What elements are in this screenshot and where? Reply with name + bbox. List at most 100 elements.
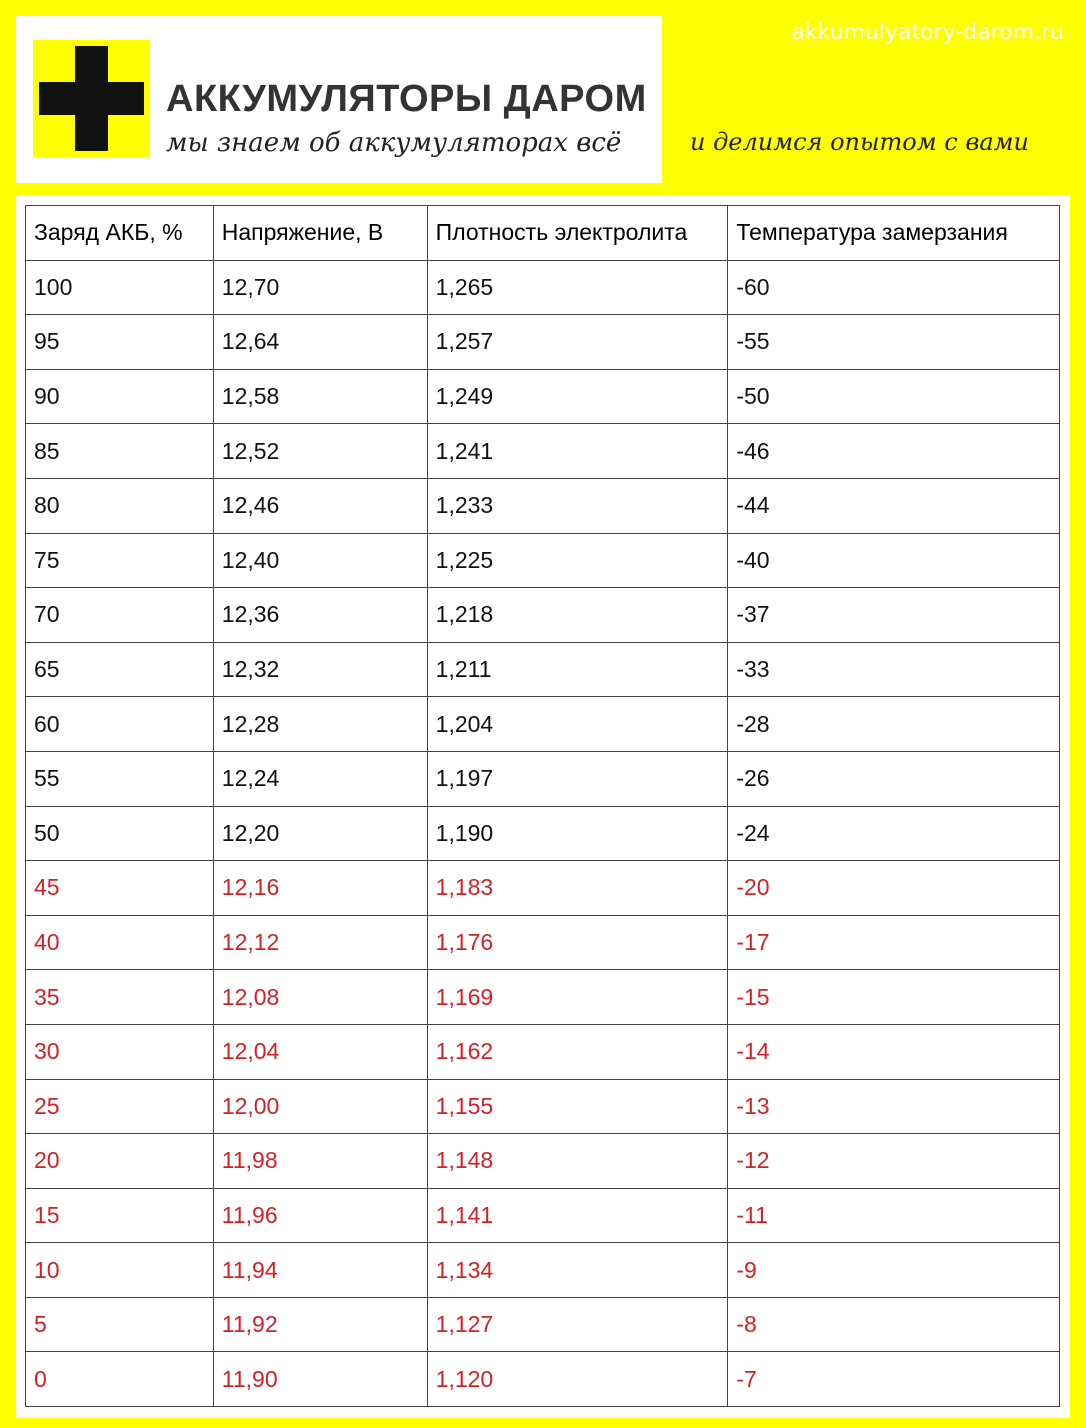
cell: 12,28: [212, 696, 428, 752]
cell: 11,92: [212, 1296, 428, 1353]
cell: 1,141: [426, 1187, 729, 1244]
table-row: 15 11,96 1,141 -11: [25, 1187, 1060, 1244]
table-row: 10 11,94 1,134 -9: [25, 1242, 1060, 1298]
cell: 40: [25, 914, 214, 971]
cell: 12,36: [212, 587, 428, 643]
table-row: 30 12,04 1,162 -14: [25, 1023, 1060, 1080]
cell: 90: [25, 368, 214, 425]
cell: 30: [25, 1023, 214, 1080]
table-row: 5 11,92 1,127 -8: [25, 1296, 1060, 1353]
table-row: 40 12,12 1,176 -17: [25, 914, 1060, 971]
table-row: 35 12,08 1,169 -15: [25, 969, 1060, 1025]
table-row: 55 12,24 1,197 -26: [25, 750, 1060, 807]
cell: 10: [25, 1242, 214, 1298]
cell: 80: [25, 477, 214, 534]
cell: 12,58: [212, 368, 428, 425]
cell: 12,32: [212, 641, 428, 698]
cell: 1,190: [426, 805, 729, 862]
cell: 12,46: [212, 477, 428, 534]
brand-title: АККУМУЛЯТОРЫ ДАРОМ: [166, 78, 647, 120]
cell: 12,52: [212, 423, 428, 479]
site-url: akkumulyatory-darom.ru: [791, 20, 1064, 45]
cell: 12,16: [212, 860, 428, 916]
table-row: 25 12,00 1,155 -13: [25, 1078, 1060, 1135]
cell: 55: [25, 750, 214, 807]
cell: 1,249: [426, 368, 729, 425]
cell: -37: [727, 587, 1060, 643]
cell: -12: [727, 1133, 1060, 1189]
table-row: 20 11,98 1,148 -12: [25, 1133, 1060, 1189]
cell: 1,241: [426, 423, 729, 479]
cell: 0: [25, 1351, 214, 1408]
cell: 12,40: [212, 532, 428, 589]
table-row: 45 12,16 1,183 -20: [25, 860, 1060, 916]
table-row: 80 12,46 1,233 -44: [25, 477, 1060, 534]
cell: 1,162: [426, 1023, 729, 1080]
cell: 1,183: [426, 860, 729, 916]
cell: 1,176: [426, 914, 729, 971]
cell: 12,12: [212, 914, 428, 971]
cell: 11,94: [212, 1242, 428, 1298]
header-row: Заряд АКБ, % Напряжение, В Плотность элект…: [25, 205, 1060, 261]
cell: 1,197: [426, 750, 729, 807]
cell: 1,211: [426, 641, 729, 698]
cell: 1,155: [426, 1078, 729, 1135]
cell: -7: [727, 1351, 1060, 1408]
cell: 12,64: [212, 314, 428, 370]
cell: -44: [727, 477, 1060, 534]
cell: 1,148: [426, 1133, 729, 1189]
cell: 5: [25, 1296, 214, 1353]
cell: 15: [25, 1187, 214, 1244]
table-row: 70 12,36 1,218 -37: [25, 587, 1060, 643]
cell: 1,225: [426, 532, 729, 589]
table: Заряд АКБ, % Напряжение, В Плотность элект…: [25, 205, 1060, 1408]
cell: 95: [25, 314, 214, 370]
header-cell: Плотность электролита: [426, 205, 729, 261]
cell: -33: [727, 641, 1060, 698]
cell: -20: [727, 860, 1060, 916]
cell: -17: [727, 914, 1060, 971]
cell: 35: [25, 969, 214, 1025]
cell: 12,70: [212, 259, 428, 316]
cell: 100: [25, 259, 214, 316]
cell: 60: [25, 696, 214, 752]
cell: 12,24: [212, 750, 428, 807]
cell: -40: [727, 532, 1060, 589]
cell: 45: [25, 860, 214, 916]
cell: -11: [727, 1187, 1060, 1244]
header-cell: Температура замерзания: [727, 205, 1060, 261]
cell: 85: [25, 423, 214, 479]
cell: -50: [727, 368, 1060, 425]
cell: 12,04: [212, 1023, 428, 1080]
cell: -28: [727, 696, 1060, 752]
cell: -60: [727, 259, 1060, 316]
cell: 25: [25, 1078, 214, 1135]
table-row: 85 12,52 1,241 -46: [25, 423, 1060, 479]
table-row: 0 11,90 1,120 -7: [25, 1351, 1060, 1408]
cell: -46: [727, 423, 1060, 479]
logo-box: АККУМУЛЯТОРЫ ДАРОМ мы знаем об аккумулят…: [16, 16, 662, 183]
header-cell: Заряд АКБ, %: [25, 205, 214, 261]
table-row: 95 12,64 1,257 -55: [25, 314, 1060, 370]
table-row: 90 12,58 1,249 -50: [25, 368, 1060, 425]
cell: 1,120: [426, 1351, 729, 1408]
cell: 70: [25, 587, 214, 643]
cell: 12,00: [212, 1078, 428, 1135]
cell: -26: [727, 750, 1060, 807]
logo-icon: [33, 40, 150, 157]
cell: -9: [727, 1242, 1060, 1298]
table-row: 65 12,32 1,211 -33: [25, 641, 1060, 698]
cell: 65: [25, 641, 214, 698]
cell: 1,134: [426, 1242, 729, 1298]
cell: -55: [727, 314, 1060, 370]
cell: -15: [727, 969, 1060, 1025]
cell: 11,98: [212, 1133, 428, 1189]
header-cell: Напряжение, В: [212, 205, 428, 261]
cell: 12,08: [212, 969, 428, 1025]
cell: 1,233: [426, 477, 729, 534]
cell: 1,204: [426, 696, 729, 752]
cell: -24: [727, 805, 1060, 862]
cell: -14: [727, 1023, 1060, 1080]
table-row: 75 12,40 1,225 -40: [25, 532, 1060, 589]
